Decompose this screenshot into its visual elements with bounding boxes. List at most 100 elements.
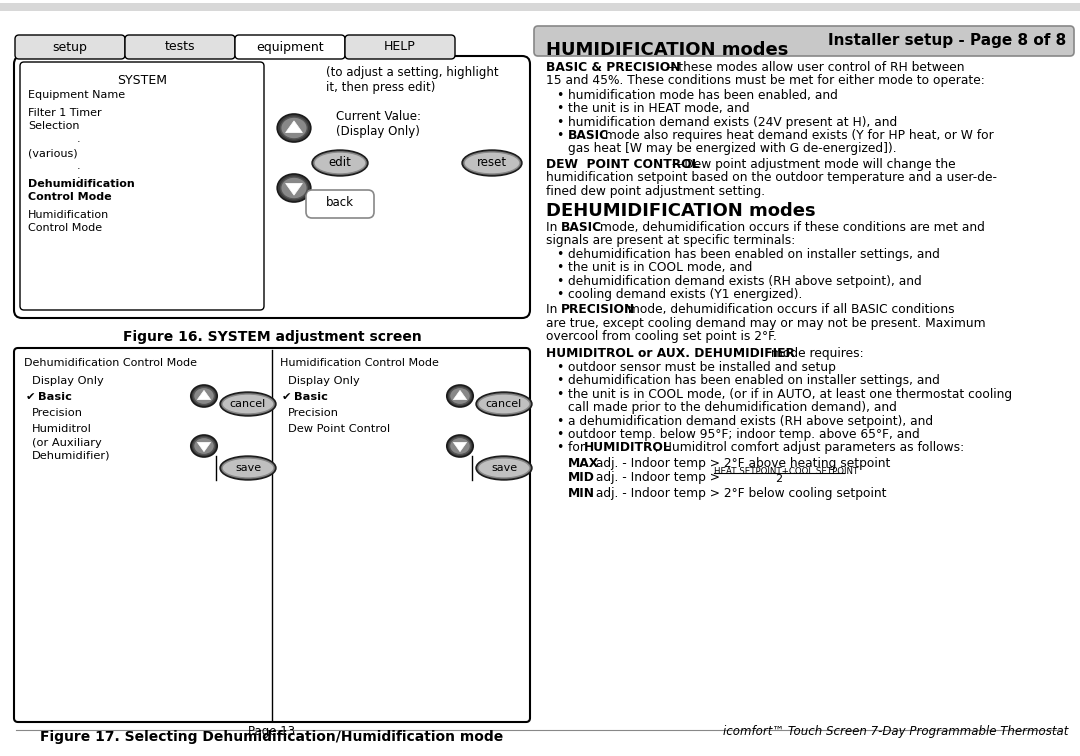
FancyBboxPatch shape: [306, 190, 374, 218]
Text: Equipment Name: Equipment Name: [28, 90, 125, 100]
Ellipse shape: [476, 456, 532, 480]
Text: Dehumidification Control Mode: Dehumidification Control Mode: [24, 358, 197, 368]
Text: edit: edit: [328, 156, 351, 169]
Polygon shape: [198, 390, 211, 400]
Ellipse shape: [478, 394, 530, 414]
Text: •: •: [556, 274, 564, 287]
Text: reset: reset: [477, 156, 508, 169]
Text: Current Value:
(Display Only): Current Value: (Display Only): [336, 110, 421, 138]
FancyBboxPatch shape: [125, 35, 235, 59]
Text: equipment: equipment: [256, 41, 324, 54]
Text: .: .: [77, 134, 81, 144]
Text: save: save: [491, 463, 517, 473]
Text: •: •: [556, 102, 564, 115]
Text: •: •: [556, 428, 564, 441]
Text: dehumidification has been enabled on installer settings, and: dehumidification has been enabled on ins…: [568, 248, 940, 261]
Text: •: •: [556, 129, 564, 142]
Text: fined dew point adjustment setting.: fined dew point adjustment setting.: [546, 184, 765, 197]
Text: HUMIDITROL: HUMIDITROL: [584, 442, 672, 454]
Text: cancel: cancel: [486, 399, 522, 409]
Text: adj. - Indoor temp > 2°F below cooling setpoint: adj. - Indoor temp > 2°F below cooling s…: [592, 487, 887, 500]
Ellipse shape: [447, 435, 473, 457]
Text: the unit is in HEAT mode, and: the unit is in HEAT mode, and: [568, 102, 750, 115]
Text: humidification mode has been enabled, and: humidification mode has been enabled, an…: [568, 88, 838, 102]
Ellipse shape: [447, 385, 473, 407]
Text: DEW  POINT CONTROL: DEW POINT CONTROL: [546, 158, 700, 171]
FancyBboxPatch shape: [534, 26, 1074, 56]
Text: 2: 2: [775, 474, 783, 484]
Text: •: •: [556, 116, 564, 129]
Text: ✔: ✔: [26, 392, 36, 402]
Polygon shape: [285, 184, 302, 195]
Ellipse shape: [191, 435, 217, 457]
Text: •: •: [556, 262, 564, 274]
Text: •: •: [556, 361, 564, 374]
Text: mode also requires heat demand exists (Y for HP heat, or W for: mode also requires heat demand exists (Y…: [600, 129, 994, 142]
Text: BASIC: BASIC: [568, 129, 609, 142]
Text: for: for: [568, 442, 589, 454]
Text: Figure 17. Selecting Dehumidification/Humidification mode: Figure 17. Selecting Dehumidification/Hu…: [40, 730, 503, 744]
Ellipse shape: [314, 152, 366, 174]
Text: •: •: [556, 442, 564, 454]
Text: cooling demand exists (Y1 energized).: cooling demand exists (Y1 energized).: [568, 288, 802, 301]
Polygon shape: [198, 442, 211, 451]
Text: SYSTEM: SYSTEM: [117, 74, 167, 87]
Text: a dehumidification demand exists (RH above setpoint), and: a dehumidification demand exists (RH abo…: [568, 414, 933, 428]
Text: Dehumidifier): Dehumidifier): [32, 451, 110, 461]
Ellipse shape: [449, 438, 471, 454]
FancyBboxPatch shape: [15, 35, 125, 59]
Text: Humidification Control Mode: Humidification Control Mode: [280, 358, 438, 368]
Text: dehumidification demand exists (RH above setpoint), and: dehumidification demand exists (RH above…: [568, 274, 921, 287]
Ellipse shape: [478, 458, 530, 478]
Polygon shape: [454, 442, 467, 451]
Text: Precision: Precision: [288, 408, 339, 418]
Text: Selection: Selection: [28, 121, 80, 131]
FancyBboxPatch shape: [235, 35, 345, 59]
Text: •: •: [556, 374, 564, 387]
Text: •: •: [556, 388, 564, 401]
Text: HUMIDITROL or AUX. DEHUMIDIFIER: HUMIDITROL or AUX. DEHUMIDIFIER: [546, 346, 795, 360]
Text: In: In: [546, 303, 562, 317]
Text: back: back: [326, 197, 354, 209]
Text: Precision: Precision: [32, 408, 83, 418]
Text: HUMIDIFICATION modes: HUMIDIFICATION modes: [546, 41, 788, 59]
Ellipse shape: [449, 387, 471, 404]
Text: PRECISION: PRECISION: [561, 303, 635, 317]
Text: Humiditrol: Humiditrol: [32, 424, 92, 434]
Text: BASIC: BASIC: [561, 221, 603, 234]
Text: mode, dehumidification occurs if all BASIC conditions: mode, dehumidification occurs if all BAS…: [624, 303, 955, 317]
Ellipse shape: [476, 392, 532, 416]
Ellipse shape: [220, 456, 276, 480]
Text: •: •: [556, 248, 564, 261]
Text: Display Only: Display Only: [32, 376, 104, 386]
Text: Dehumidification: Dehumidification: [28, 179, 135, 189]
Text: MIN: MIN: [568, 487, 595, 500]
Polygon shape: [454, 390, 467, 400]
Ellipse shape: [312, 150, 368, 176]
Text: 15 and 45%. These conditions must be met for either mode to operate:: 15 and 45%. These conditions must be met…: [546, 74, 985, 88]
Text: MAX: MAX: [568, 457, 599, 469]
Text: .: .: [77, 170, 81, 180]
Text: Page 13: Page 13: [248, 725, 296, 738]
Polygon shape: [285, 121, 302, 132]
Text: mode, dehumidification occurs if these conditions are met and: mode, dehumidification occurs if these c…: [596, 221, 985, 234]
Text: gas heat [W may be energized with G de-energized]).: gas heat [W may be energized with G de-e…: [568, 142, 896, 156]
Ellipse shape: [278, 174, 311, 202]
Text: •: •: [556, 288, 564, 301]
Ellipse shape: [220, 392, 276, 416]
Text: —Dew point adjustment mode will change the: —Dew point adjustment mode will change t…: [672, 158, 956, 171]
Text: BASIC & PRECISION: BASIC & PRECISION: [546, 61, 680, 74]
Text: HELP: HELP: [384, 41, 416, 54]
Text: HEAT SETPOINT+COOL SETPOINT: HEAT SETPOINT+COOL SETPOINT: [714, 467, 859, 476]
Text: In: In: [546, 221, 562, 234]
Text: .: .: [77, 161, 81, 171]
Text: (or Auxiliary: (or Auxiliary: [32, 438, 102, 448]
Text: are true, except cooling demand may or may not be present. Maximum: are true, except cooling demand may or m…: [546, 317, 986, 330]
Ellipse shape: [462, 150, 522, 176]
Text: dehumidification has been enabled on installer settings, and: dehumidification has been enabled on ins…: [568, 374, 940, 387]
Ellipse shape: [278, 114, 311, 142]
Text: MID: MID: [568, 471, 595, 484]
Ellipse shape: [193, 387, 215, 404]
Ellipse shape: [191, 385, 217, 407]
Text: humidification demand exists (24V present at H), and: humidification demand exists (24V presen…: [568, 116, 897, 129]
